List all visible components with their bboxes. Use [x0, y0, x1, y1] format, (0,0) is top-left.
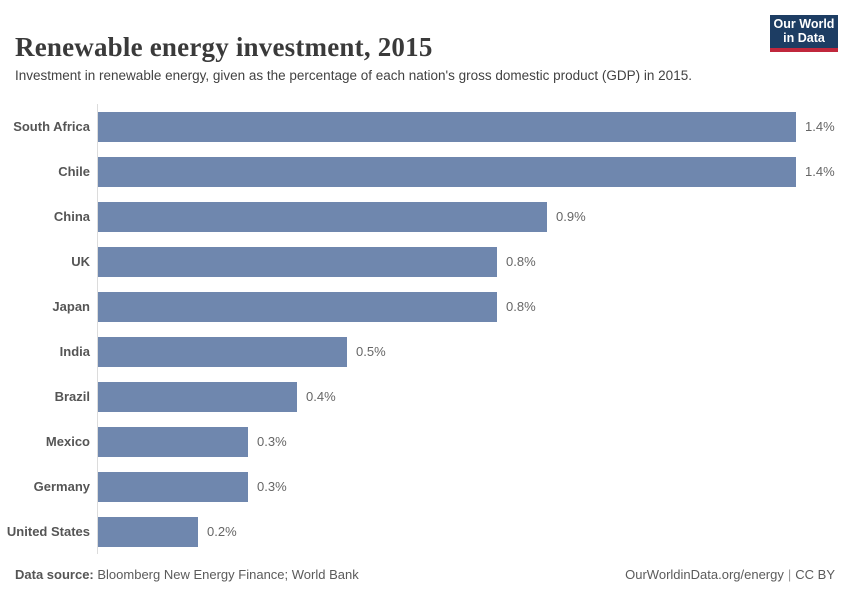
owid-logo-line2: in Data [783, 31, 825, 45]
value-label: 0.3% [257, 434, 287, 449]
category-label: South Africa [13, 119, 90, 134]
bar-track: 0.9% [97, 194, 850, 239]
data-source-note: Data source: Bloomberg New Energy Financ… [15, 567, 359, 582]
value-label: 0.8% [506, 254, 536, 269]
chart-row: China 0.9% [0, 194, 850, 239]
chart-row: South Africa 1.4% [0, 104, 850, 149]
category-label: China [53, 209, 90, 224]
category-label: Germany [33, 479, 90, 494]
value-label: 1.4% [805, 164, 835, 179]
data-source-text: Bloomberg New Energy Finance; World Bank [97, 567, 359, 582]
value-label: 1.4% [805, 119, 835, 134]
value-label: 0.3% [257, 479, 287, 494]
bar[interactable] [98, 201, 547, 232]
bar[interactable] [98, 246, 497, 277]
bar[interactable] [98, 426, 248, 457]
chart-row: Mexico 0.3% [0, 419, 850, 464]
bar-track: 0.8% [97, 284, 850, 329]
category-label: Brazil [54, 389, 90, 404]
bar[interactable] [98, 381, 297, 412]
chart-row: United States 0.2% [0, 509, 850, 554]
chart-row: Germany 0.3% [0, 464, 850, 509]
bar-track: 0.3% [97, 464, 850, 509]
category-label: UK [71, 254, 90, 269]
bar[interactable] [98, 336, 347, 367]
footer-separator: | [787, 567, 792, 582]
bar[interactable] [98, 516, 198, 547]
data-source-label: Data source: [15, 567, 94, 582]
chart-row: Japan 0.8% [0, 284, 850, 329]
chart-row: Chile 1.4% [0, 149, 850, 194]
category-label: Japan [52, 299, 90, 314]
footer-right: OurWorldinData.org/energy | CC BY [625, 567, 835, 582]
category-label: Mexico [45, 434, 90, 449]
chart-row: UK 0.8% [0, 239, 850, 284]
chart-row: Brazil 0.4% [0, 374, 850, 419]
owid-url-link[interactable]: OurWorldinData.org/energy [625, 567, 784, 582]
value-label: 0.5% [356, 344, 386, 359]
bar-track: 1.4% [97, 149, 850, 194]
value-label: 0.2% [207, 524, 237, 539]
chart-subtitle: Investment in renewable energy, given as… [15, 67, 692, 83]
bar[interactable] [98, 291, 497, 322]
owid-logo-line1: Our World [773, 17, 835, 31]
bar[interactable] [98, 156, 796, 187]
chart-row: India 0.5% [0, 329, 850, 374]
bar-track: 0.5% [97, 329, 850, 374]
bar-track: 1.4% [97, 104, 850, 149]
license-label: CC BY [795, 567, 835, 582]
category-label: India [59, 344, 90, 359]
value-label: 0.9% [556, 209, 586, 224]
owid-logo[interactable]: Our World in Data [770, 15, 838, 52]
bar[interactable] [98, 471, 248, 502]
chart-footer: Data source: Bloomberg New Energy Financ… [15, 567, 835, 582]
bar[interactable] [98, 111, 796, 142]
bar-chart: South Africa 1.4% Chile 1.4% China 0.9% UK 0.8%… [0, 104, 850, 554]
bar-track: 0.4% [97, 374, 850, 419]
bar-track: 0.2% [97, 509, 850, 554]
value-label: 0.8% [506, 299, 536, 314]
value-label: 0.4% [306, 389, 336, 404]
bar-track: 0.8% [97, 239, 850, 284]
bar-track: 0.3% [97, 419, 850, 464]
category-label: United States [6, 524, 90, 539]
category-label: Chile [58, 164, 90, 179]
chart-title: Renewable energy investment, 2015 [15, 32, 433, 63]
